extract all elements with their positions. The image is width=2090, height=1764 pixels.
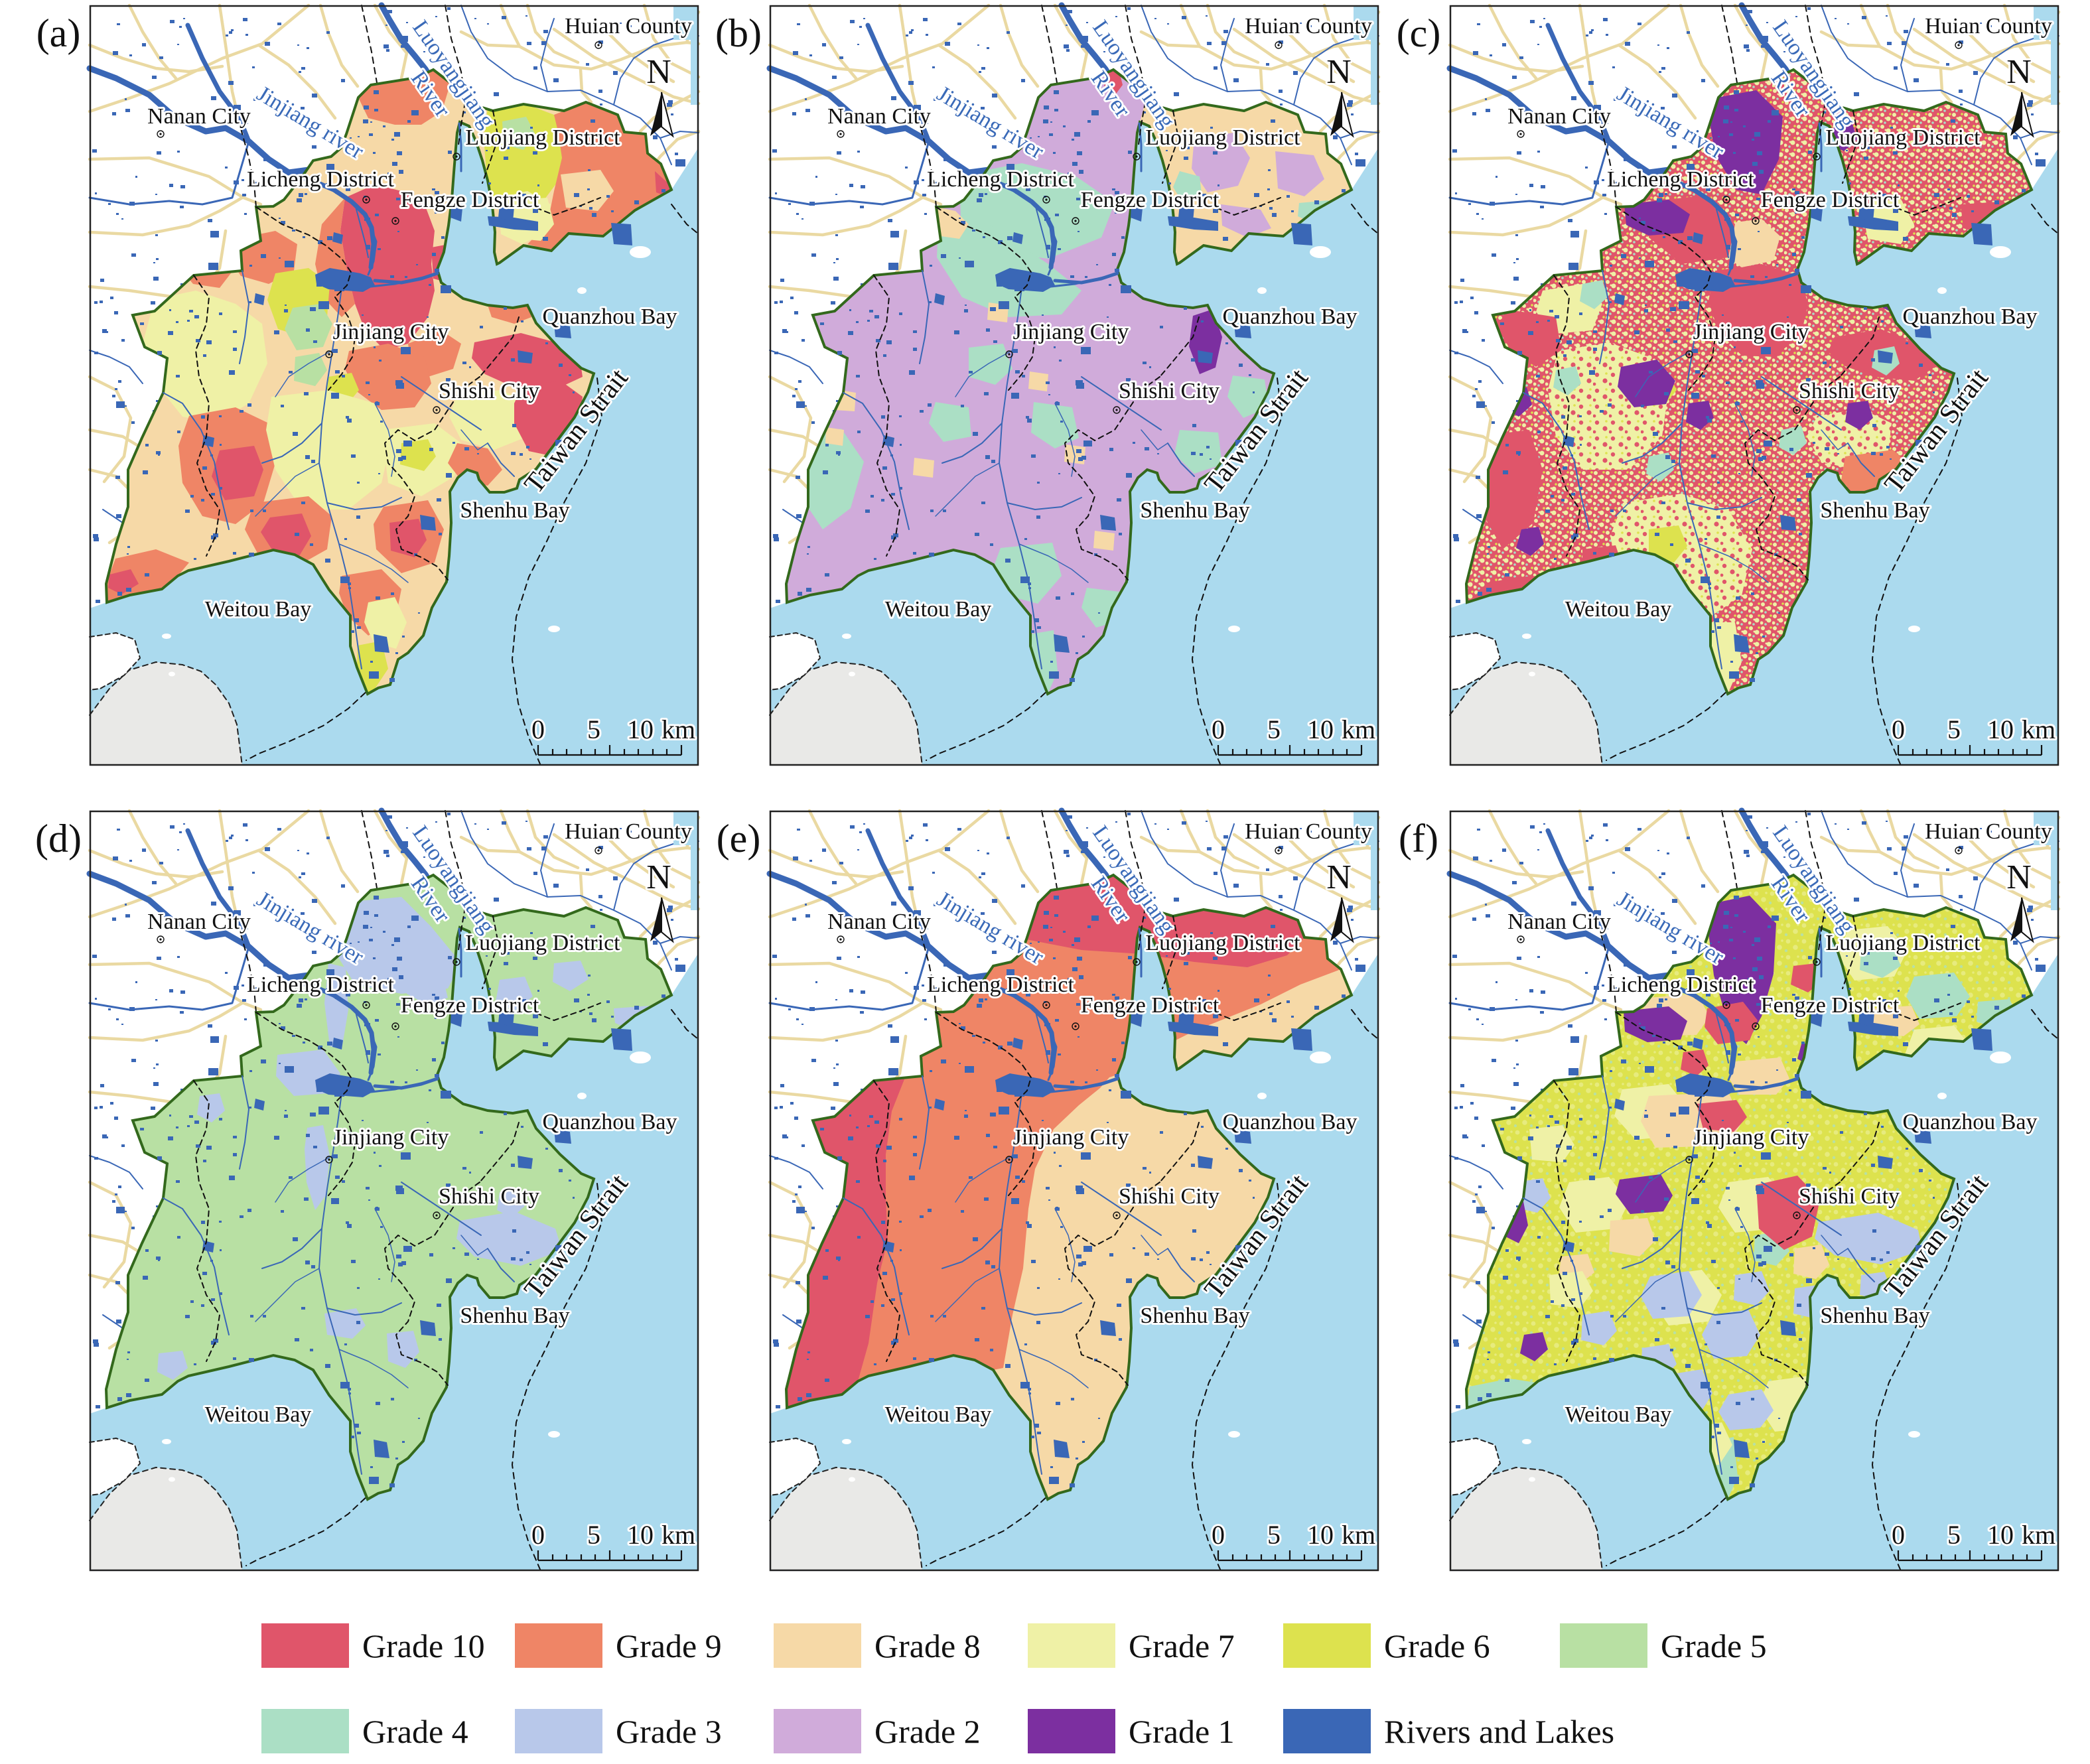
- svg-text:Grade 3: Grade 3: [616, 1713, 722, 1750]
- svg-text:(d): (d): [35, 817, 82, 860]
- svg-text:Grade 1: Grade 1: [1129, 1713, 1235, 1750]
- svg-text:Grade 7: Grade 7: [1129, 1627, 1235, 1664]
- svg-text:Grade 4: Grade 4: [362, 1713, 468, 1750]
- svg-text:(f): (f): [1399, 817, 1438, 860]
- svg-text:(b): (b): [715, 11, 762, 55]
- svg-text:Grade 2: Grade 2: [874, 1713, 981, 1750]
- svg-text:Rivers and Lakes: Rivers and Lakes: [1384, 1713, 1614, 1750]
- svg-text:(c): (c): [1397, 11, 1441, 55]
- svg-text:(e): (e): [717, 817, 761, 860]
- svg-text:(a): (a): [36, 11, 81, 55]
- svg-text:Grade 5: Grade 5: [1661, 1627, 1767, 1664]
- svg-text:Grade 10: Grade 10: [362, 1627, 485, 1664]
- svg-text:Grade 8: Grade 8: [874, 1627, 981, 1664]
- svg-text:Grade 9: Grade 9: [616, 1627, 722, 1664]
- svg-text:Grade 6: Grade 6: [1384, 1627, 1490, 1664]
